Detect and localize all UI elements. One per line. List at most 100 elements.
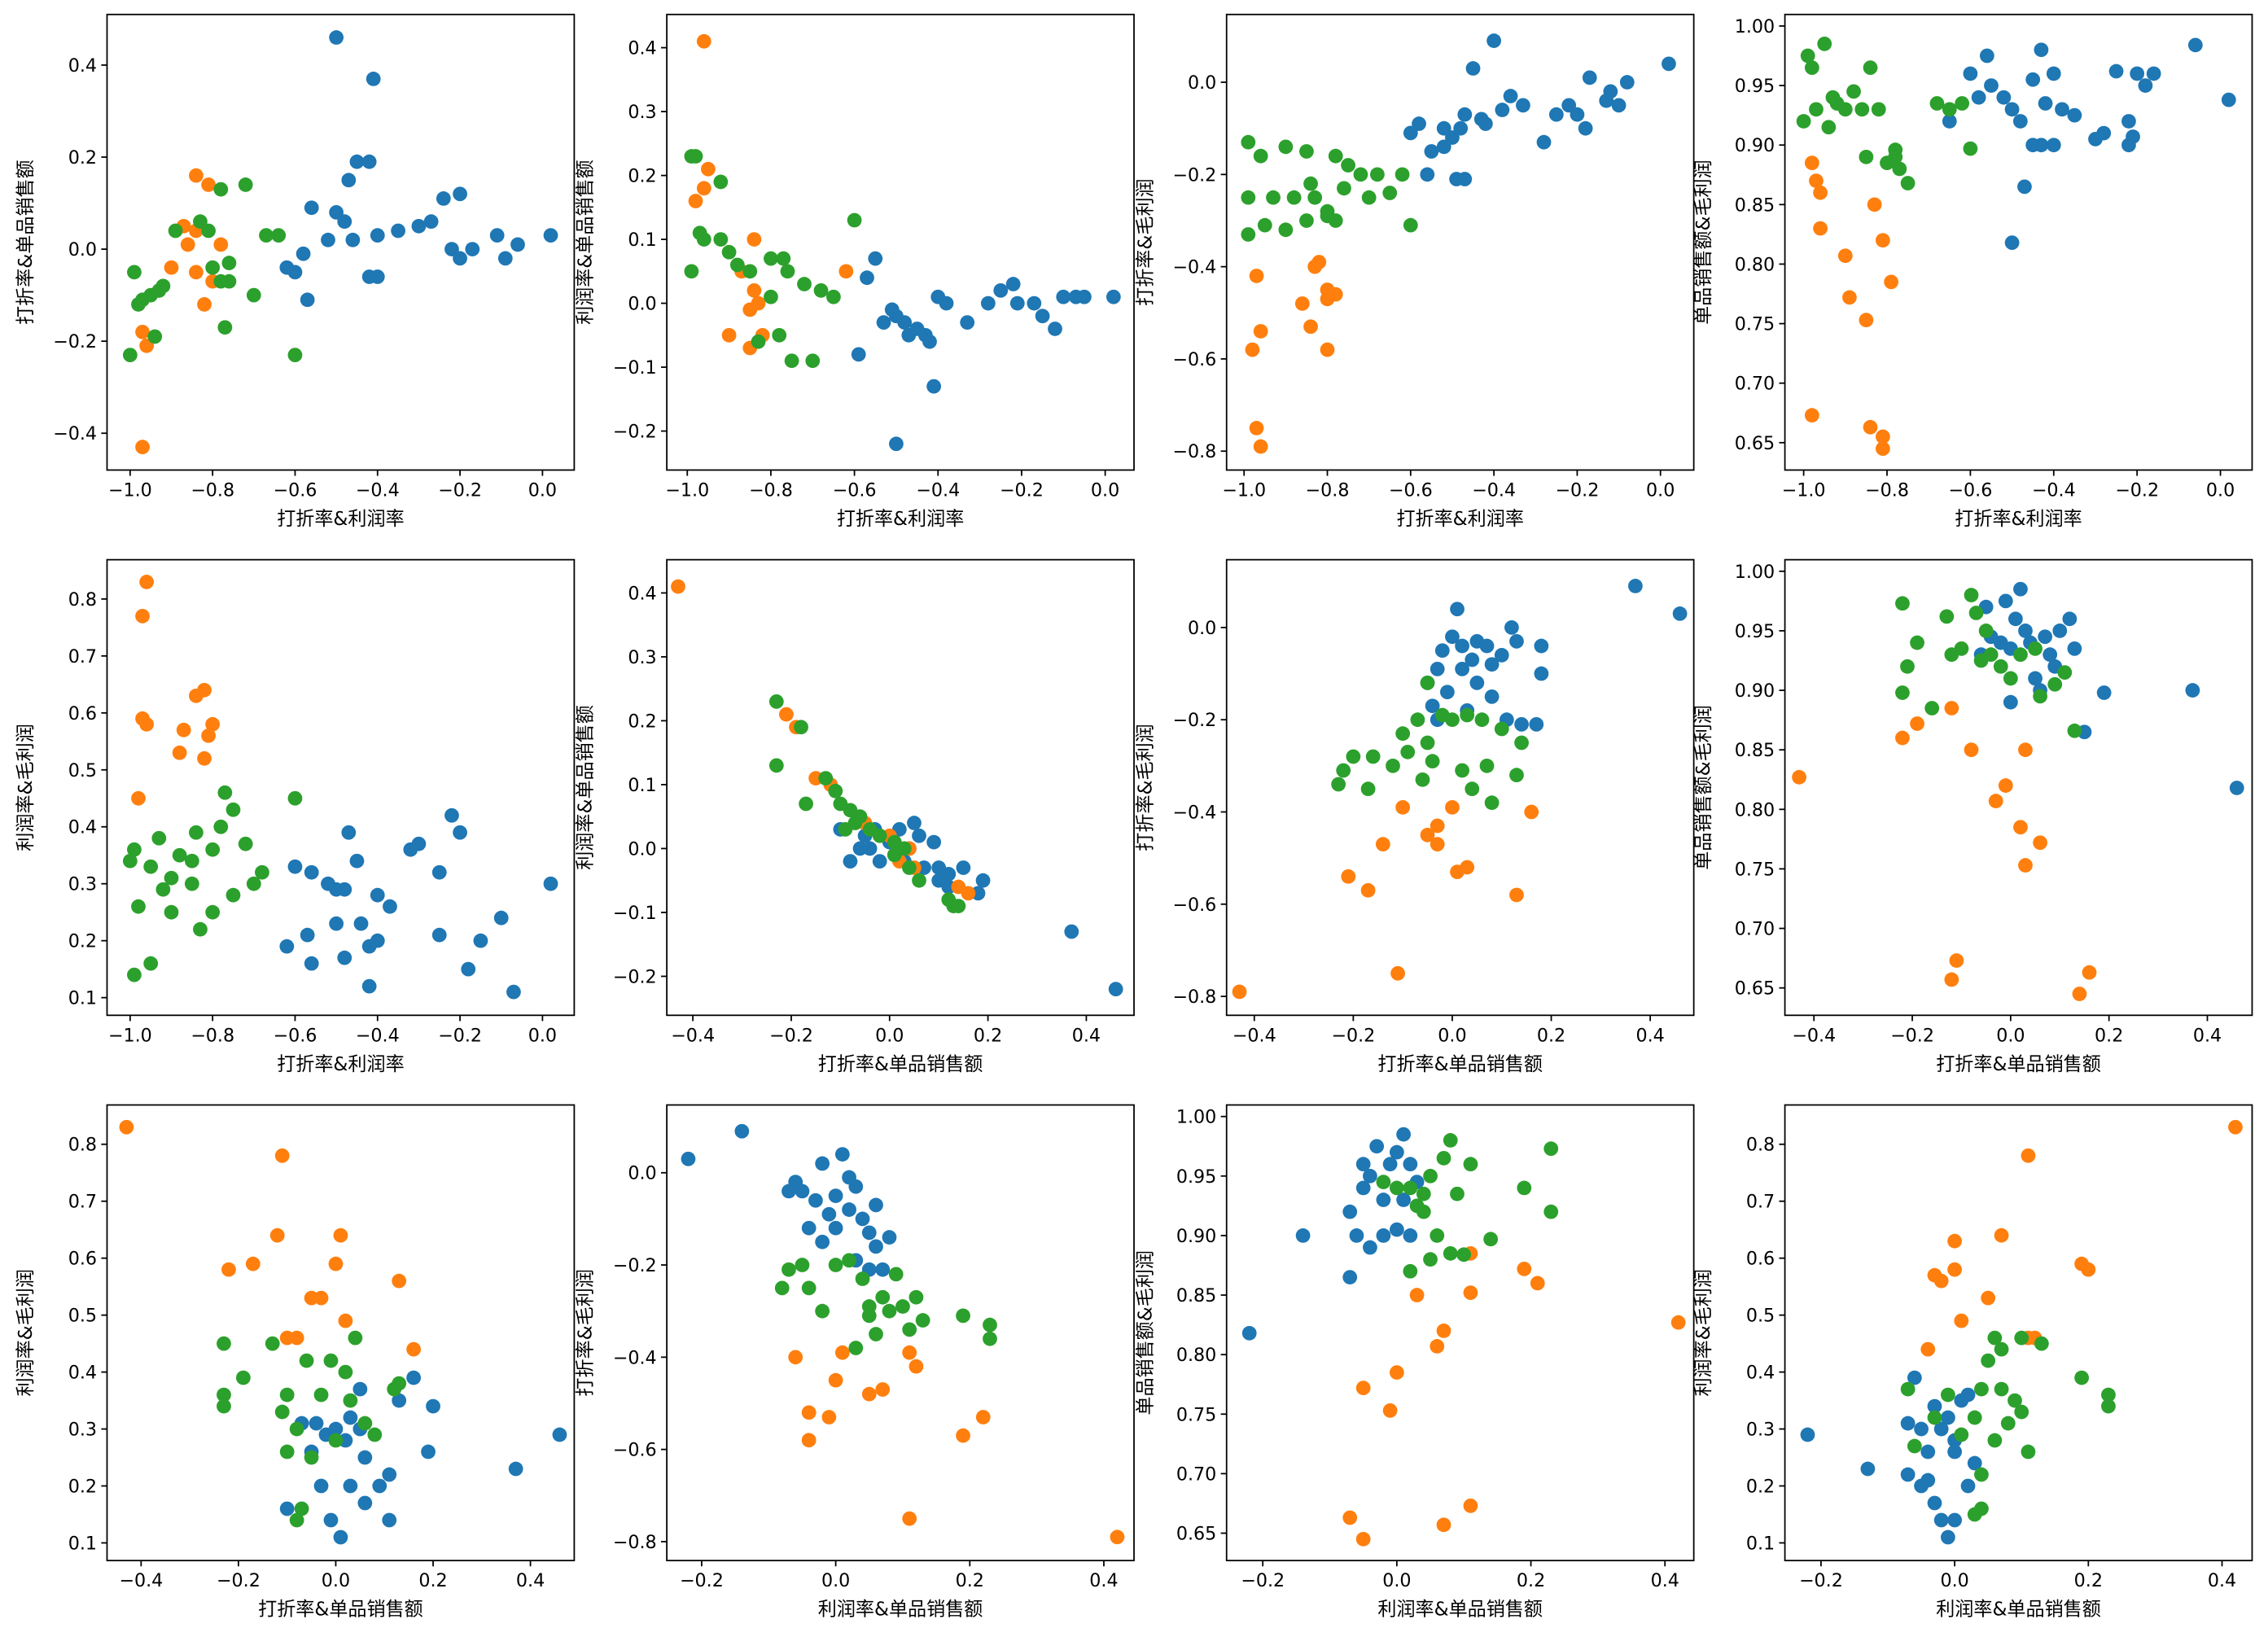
point: [1410, 712, 1425, 728]
point: [1412, 116, 1426, 131]
x-axis-label: 打折率&利润率: [837, 509, 964, 530]
point: [453, 186, 467, 202]
point: [367, 1427, 383, 1442]
point: [1395, 799, 1411, 815]
x-tick-label: 0.0: [2206, 479, 2235, 501]
point: [1968, 606, 1984, 620]
y-axis-label: 利润率&毛利润: [1693, 1269, 1714, 1396]
point: [1465, 781, 1480, 797]
point: [1941, 1387, 1955, 1403]
point: [127, 967, 142, 982]
point: [1484, 657, 1500, 672]
point: [993, 282, 1009, 298]
point: [2017, 179, 2032, 195]
x-tick-label: 0.4: [1089, 1570, 1118, 1591]
point: [1328, 148, 1343, 164]
point: [1106, 289, 1121, 304]
point: [872, 854, 887, 869]
point: [828, 1188, 843, 1203]
point: [473, 933, 488, 948]
point: [1484, 795, 1500, 811]
point: [2121, 114, 2136, 129]
point: [1342, 1510, 1358, 1525]
point: [1295, 1228, 1311, 1243]
point: [1376, 1228, 1391, 1243]
x-axis-label: 打折率&单品销售额: [818, 1054, 983, 1075]
point: [180, 237, 195, 252]
x-tick-label: 0.0: [1091, 479, 1119, 501]
point: [139, 716, 154, 732]
point: [1396, 1127, 1411, 1142]
point: [294, 1501, 309, 1516]
point: [406, 1370, 421, 1385]
point: [1460, 860, 1475, 875]
point: [2074, 1370, 2089, 1385]
point: [343, 1478, 358, 1494]
x-tick-label: −0.8: [1865, 479, 1909, 501]
point: [296, 246, 311, 261]
point: [1355, 1531, 1371, 1547]
point: [2146, 66, 2161, 81]
y-tick-label: −0.6: [613, 1440, 657, 1461]
point: [1390, 965, 1405, 981]
point: [779, 707, 794, 722]
y-axis-label: 打折率&毛利润: [1135, 178, 1156, 305]
point: [1395, 726, 1411, 742]
subplot: −0.4 −0.2 0.0 0.2 0.4 −0.8 −0.6 −0.4 −0.2 0.0 打折率&…: [1135, 558, 1695, 1075]
point: [337, 950, 352, 965]
point: [1944, 972, 1959, 987]
point: [852, 841, 868, 856]
point: [1534, 666, 1549, 681]
point: [1954, 1313, 1969, 1328]
point: [956, 860, 971, 875]
point: [1436, 139, 1451, 155]
x-tick-label: −0.8: [749, 479, 793, 501]
y-tick-label: 0.0: [628, 294, 656, 315]
point: [1286, 190, 1302, 205]
point: [1914, 1421, 1929, 1437]
point: [1423, 1168, 1438, 1184]
point: [713, 174, 729, 190]
y-tick-label: 0.0: [628, 1163, 656, 1184]
point: [1494, 648, 1509, 663]
x-tick-label: 0.0: [528, 1025, 557, 1046]
point: [2081, 1262, 2096, 1277]
point: [681, 1151, 696, 1166]
x-axis-label: 利润率&单品销售额: [1377, 1599, 1543, 1621]
point: [135, 608, 150, 624]
point: [1266, 190, 1281, 205]
x-tick-label: 0.2: [1517, 1570, 1545, 1591]
point: [1241, 1325, 1257, 1341]
point: [372, 1478, 387, 1494]
point: [1341, 158, 1355, 173]
y-tick-label: 0.4: [1746, 1363, 1775, 1384]
point: [2033, 835, 2047, 851]
point: [1346, 749, 1361, 764]
point: [421, 1444, 436, 1459]
point: [2228, 1119, 2243, 1135]
point: [875, 1382, 891, 1397]
point: [411, 218, 427, 234]
point: [2062, 611, 2078, 627]
point: [201, 728, 216, 743]
point: [309, 1416, 324, 1431]
point: [279, 939, 295, 954]
point: [2028, 671, 2043, 686]
x-tick-label: −0.4: [1792, 1025, 1836, 1046]
point: [279, 1501, 295, 1516]
point: [1403, 1157, 1418, 1172]
point: [1469, 675, 1485, 690]
point: [444, 242, 459, 256]
x-tick-label: 0.2: [2074, 1570, 2103, 1591]
point: [1382, 1403, 1398, 1418]
point: [361, 978, 377, 994]
point: [2004, 235, 2020, 251]
point: [1253, 439, 1268, 454]
axes-frame: [106, 558, 576, 1017]
point: [321, 876, 335, 891]
point: [1960, 1387, 1976, 1403]
point: [1110, 1529, 1125, 1545]
x-tick-label: −0.2: [1241, 1570, 1285, 1591]
point: [197, 750, 212, 766]
y-tick-label: 0.2: [628, 711, 656, 732]
